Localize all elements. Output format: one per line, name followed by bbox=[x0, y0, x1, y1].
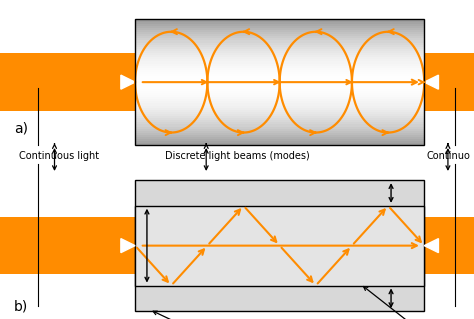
Text: Continuo: Continuo bbox=[427, 151, 471, 161]
Bar bbox=[135, 105, 424, 108]
Bar bbox=[135, 71, 424, 74]
Bar bbox=[135, 180, 424, 311]
Bar bbox=[135, 138, 424, 141]
Bar bbox=[135, 122, 424, 124]
Bar bbox=[135, 124, 424, 127]
Bar bbox=[135, 25, 424, 28]
Polygon shape bbox=[424, 239, 438, 253]
Bar bbox=[135, 130, 424, 133]
Bar bbox=[135, 63, 424, 66]
Polygon shape bbox=[121, 239, 135, 253]
Bar bbox=[135, 73, 424, 76]
Text: Continuous light: Continuous light bbox=[19, 151, 99, 161]
Bar bbox=[135, 55, 424, 57]
Bar bbox=[135, 33, 424, 36]
Polygon shape bbox=[121, 75, 135, 89]
Bar bbox=[135, 27, 424, 30]
Bar bbox=[135, 90, 424, 93]
Bar bbox=[135, 107, 424, 110]
Bar bbox=[135, 101, 424, 103]
Bar bbox=[135, 38, 424, 41]
Bar bbox=[0, 54, 135, 111]
Bar bbox=[135, 36, 424, 38]
Bar bbox=[424, 217, 474, 274]
Bar bbox=[135, 120, 424, 122]
Bar bbox=[424, 54, 474, 111]
Bar bbox=[135, 44, 424, 47]
Bar bbox=[135, 69, 424, 72]
Bar bbox=[135, 65, 424, 68]
Bar bbox=[135, 52, 424, 55]
Bar bbox=[0, 217, 135, 274]
Text: a): a) bbox=[14, 122, 28, 136]
Bar bbox=[135, 103, 424, 106]
Bar bbox=[135, 19, 424, 145]
Bar bbox=[135, 109, 424, 112]
Bar bbox=[135, 78, 424, 80]
Bar bbox=[135, 40, 424, 42]
Bar bbox=[135, 82, 424, 85]
Bar bbox=[135, 88, 424, 91]
Bar bbox=[135, 21, 424, 24]
Bar bbox=[135, 117, 424, 120]
Bar bbox=[135, 137, 424, 139]
Bar bbox=[135, 111, 424, 114]
Bar bbox=[135, 86, 424, 89]
Bar bbox=[135, 80, 424, 83]
Bar bbox=[135, 76, 424, 78]
Bar bbox=[135, 97, 424, 99]
Bar bbox=[135, 23, 424, 26]
Bar bbox=[135, 113, 424, 116]
Bar bbox=[135, 84, 424, 87]
Bar bbox=[135, 132, 424, 135]
Polygon shape bbox=[424, 75, 438, 89]
Text: b): b) bbox=[14, 300, 28, 314]
Bar bbox=[135, 48, 424, 51]
Bar bbox=[135, 134, 424, 137]
Bar bbox=[135, 143, 424, 145]
Bar bbox=[135, 50, 424, 53]
Bar bbox=[135, 206, 424, 286]
Bar bbox=[135, 19, 424, 22]
Text: Discrete light beams (modes): Discrete light beams (modes) bbox=[164, 151, 310, 161]
Bar bbox=[135, 94, 424, 97]
Bar bbox=[135, 99, 424, 101]
Bar bbox=[135, 141, 424, 143]
Bar bbox=[135, 57, 424, 59]
Bar bbox=[135, 115, 424, 118]
Bar bbox=[135, 32, 424, 34]
Bar bbox=[135, 92, 424, 95]
Bar bbox=[135, 42, 424, 45]
Bar bbox=[135, 59, 424, 62]
Bar bbox=[135, 46, 424, 49]
Bar bbox=[135, 67, 424, 70]
Bar bbox=[135, 61, 424, 63]
Bar bbox=[135, 29, 424, 32]
Bar bbox=[135, 128, 424, 131]
Bar bbox=[135, 126, 424, 129]
